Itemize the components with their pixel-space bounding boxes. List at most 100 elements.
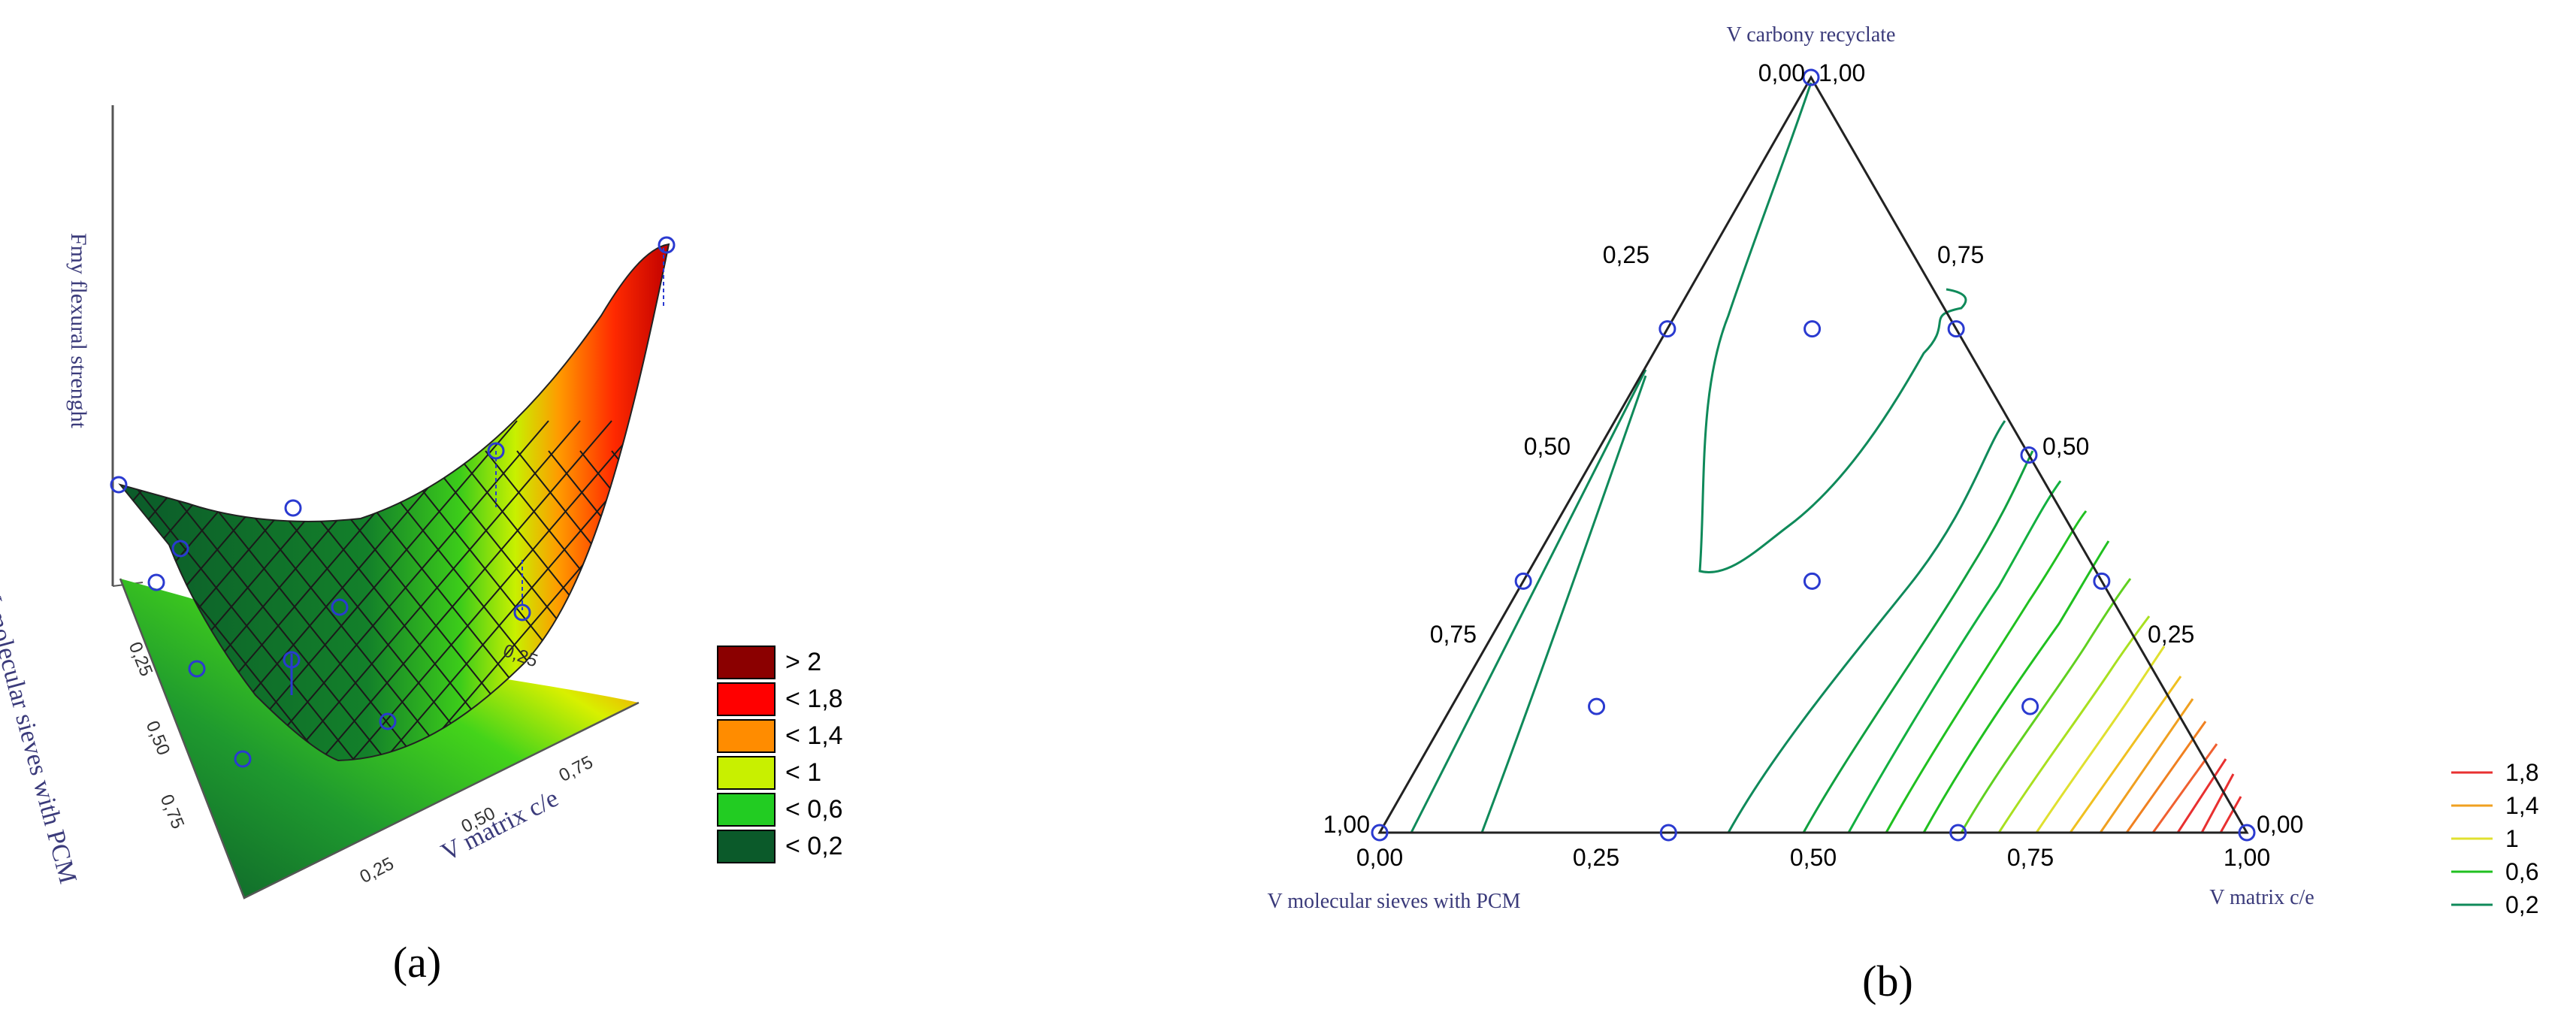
legend-swatch (717, 646, 776, 679)
ternary-contour-panel: V carbony recyclate 0,00 1,00 1,00 0,00 … (1267, 23, 2538, 1005)
mesh-line (120, 450, 378, 760)
right-tick-label: 0,75 (1937, 241, 1984, 268)
legend-swatch (717, 719, 776, 753)
y-axis-label: V molecular sieves with PCM (0, 582, 82, 887)
legend-swatch (717, 793, 776, 827)
mesh-line (264, 420, 581, 760)
bottom-tick-label: 0,25 (1573, 844, 1619, 871)
contour-line (1885, 510, 2088, 833)
surface-plot-panel: Fmy flexural strenght V molecular sieves… (0, 105, 1243, 987)
design-point (1658, 320, 1677, 338)
left-tick-label: 0,75 (1430, 621, 1477, 648)
legend-label: < 1,4 (785, 721, 843, 750)
panel-label-a: (a) (393, 938, 441, 987)
design-point (1659, 824, 1677, 842)
design-point (1802, 68, 1820, 86)
design-point (2238, 824, 2256, 842)
colorbar-legend: > 2 < 1,8 < 1,4 < 1 < 0,6 < 0,2 (717, 646, 843, 863)
mesh-line (801, 421, 1117, 789)
left-vertex-label: 1,00 (1323, 811, 1370, 838)
mesh-line (327, 420, 644, 760)
legend-label: 1,4 (2505, 792, 2538, 819)
design-point (284, 499, 302, 517)
right-axis-label: V matrix c/e (2209, 886, 2314, 909)
y-tick-label: 0,75 (156, 791, 189, 831)
panel-label-b: (b) (1862, 957, 1913, 1005)
z-axis-label: Fmy flexural strenght (66, 233, 91, 429)
contour-line (2176, 758, 2227, 833)
mesh-line (864, 451, 1135, 789)
legend-label: > 2 (785, 648, 821, 676)
right-tick-label: 0,25 (2148, 621, 2194, 648)
design-point (1804, 320, 1822, 338)
mesh-line (120, 450, 346, 760)
design-point (1371, 824, 1389, 842)
legend-label: 1 (2505, 825, 2519, 852)
legend-swatch (717, 756, 776, 790)
design-point (2093, 572, 2111, 590)
bottom-tick-label: 0,75 (2007, 844, 2054, 871)
mesh-line (833, 451, 1103, 789)
response-surface (118, 243, 670, 762)
contour-line (1727, 420, 2006, 833)
mesh-line (896, 421, 1211, 789)
legend-swatch (717, 682, 776, 716)
floor-edge (119, 578, 639, 900)
x-axis-label: V matrix c/e (437, 785, 563, 867)
design-point (487, 442, 505, 460)
contour-legend: 1,8 1,4 1 0,6 0,2 (2451, 759, 2538, 918)
design-point (2020, 446, 2038, 464)
contour-line (2035, 646, 2166, 833)
contour-line (2219, 796, 2242, 833)
design-point (1514, 572, 1532, 590)
contour-line (1960, 578, 2132, 833)
contour-line (1922, 540, 2110, 833)
x-tick-label: 0,25 (357, 854, 398, 887)
right-tick-label: 0,50 (2042, 433, 2089, 460)
design-point (331, 598, 349, 616)
legend-label: < 1 (785, 758, 821, 787)
contour-line (1480, 375, 1647, 833)
ternary-triangle (1377, 74, 2249, 834)
design-point (513, 603, 531, 621)
legend-label: < 0,2 (785, 832, 843, 860)
mesh-line (927, 421, 1243, 789)
contour-line (1698, 82, 1967, 573)
design-point (234, 750, 252, 768)
bottom-tick-label: 0,50 (1790, 844, 1837, 871)
mesh-line (548, 450, 669, 760)
bottom-tick-label: 1,00 (2224, 844, 2270, 871)
mesh-line (138, 450, 410, 760)
design-point (171, 540, 189, 558)
top-vertex-label: 0,00 (1758, 59, 1805, 86)
design-point (379, 712, 397, 730)
design-point (1947, 320, 1965, 338)
left-axis-label: V molecular sieves with PCM (1267, 890, 1520, 913)
legend-label: 0,6 (2505, 858, 2538, 885)
design-point (1588, 697, 1606, 715)
contour-lines (1410, 82, 2242, 833)
design-point (110, 476, 128, 494)
mesh-line (738, 451, 1008, 789)
design-point (1949, 824, 1967, 842)
design-point (658, 236, 676, 254)
bottom-tick-label: 0,00 (1356, 844, 1403, 871)
contour-line (1802, 450, 2034, 833)
design-point (1803, 572, 1821, 590)
x-tick-label: 0,75 (556, 752, 597, 786)
contour-line (2200, 773, 2235, 833)
top-axis-label: V carbony recyclate (1727, 23, 1896, 47)
left-tick-label: 0,25 (1603, 241, 1649, 268)
left-tick-label: 0,50 (1524, 433, 1571, 460)
contour-line (2069, 676, 2182, 833)
mesh-line (896, 451, 1166, 789)
design-point (283, 651, 301, 669)
legend-label: 1,8 (2505, 759, 2538, 786)
mesh-line (927, 451, 1198, 789)
mesh-line (642, 450, 669, 760)
design-point (188, 660, 206, 678)
y-tick-label: 0,50 (142, 718, 174, 757)
legend-swatch (717, 830, 776, 863)
contour-line (2151, 743, 2218, 833)
